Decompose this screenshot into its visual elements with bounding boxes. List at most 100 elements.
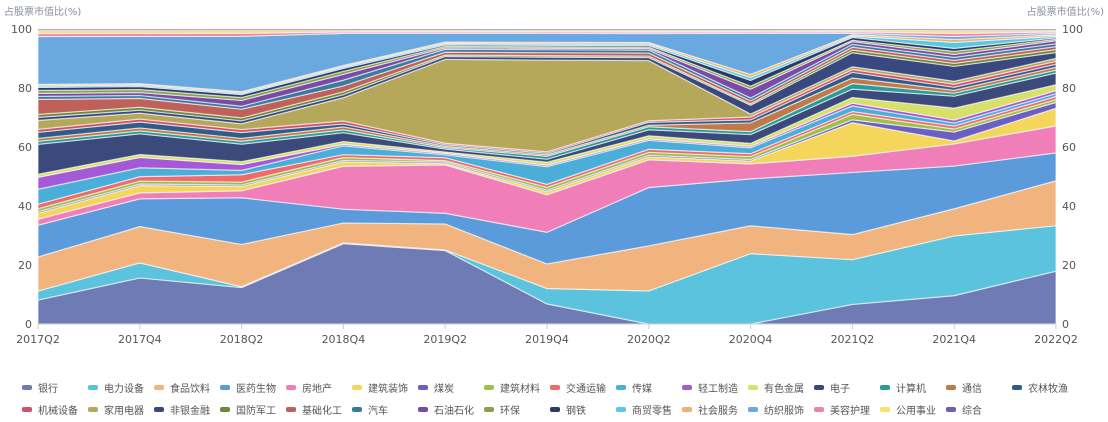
legend-row: 机械设备 家用电器 非银金融 国防军工 基础化工 汽车 石油石化 环保 钢铁 商贸零售 社会服务 纺织… [22, 398, 1092, 420]
legend-item[interactable]: 商贸零售 [616, 402, 682, 417]
legend-swatch [550, 406, 560, 412]
legend-swatch [814, 384, 824, 390]
legend-label: 煤炭 [434, 383, 454, 395]
legend-item[interactable]: 建筑材料 [484, 380, 550, 395]
legend-item[interactable]: 电子 [814, 380, 880, 395]
legend-label: 建筑装饰 [368, 383, 408, 395]
legend-label: 轻工制造 [698, 383, 738, 395]
legend-item[interactable]: 美容护理 [814, 402, 880, 417]
y-tick-label-left: 60 [18, 141, 32, 154]
legend-swatch [748, 384, 758, 390]
legend-swatch [220, 406, 230, 412]
legend-swatch [286, 406, 296, 412]
y-tick-label-right: 20 [1062, 259, 1076, 272]
legend-item[interactable]: 农林牧渔 [1012, 380, 1078, 395]
legend-swatch [286, 384, 296, 390]
x-tick-label: 2022Q2 [1034, 333, 1078, 346]
y-tick-label-left: 20 [18, 259, 32, 272]
legend-item[interactable]: 计算机 [880, 380, 946, 395]
y-tick-label-left: 0 [25, 318, 32, 331]
legend-item[interactable]: 公用事业 [880, 402, 946, 417]
legend-swatch [946, 384, 956, 390]
legend-item[interactable]: 基础化工 [286, 402, 352, 417]
y-tick-label-right: 0 [1062, 318, 1069, 331]
legend-swatch [1012, 384, 1022, 390]
legend-item[interactable]: 非银金融 [154, 402, 220, 417]
legend-label: 综合 [962, 405, 982, 417]
legend-swatch [616, 406, 626, 412]
legend-label: 钢铁 [566, 405, 586, 417]
legend-label: 机械设备 [38, 405, 78, 417]
legend-item[interactable]: 国防军工 [220, 402, 286, 417]
legend-item[interactable]: 银行 [22, 380, 88, 395]
legend-item[interactable]: 医药生物 [220, 380, 286, 395]
y-tick-label-right: 60 [1062, 141, 1076, 154]
legend-label: 国防军工 [236, 405, 276, 417]
legend-swatch [352, 384, 362, 390]
legend-item[interactable]: 传媒 [616, 380, 682, 395]
y-tick-label-right: 80 [1062, 82, 1076, 95]
legend-swatch [484, 384, 494, 390]
legend-swatch [88, 406, 98, 412]
legend-item[interactable]: 房地产 [286, 380, 352, 395]
legend-swatch [22, 406, 32, 412]
legend-item[interactable]: 机械设备 [22, 402, 88, 417]
legend-item[interactable]: 轻工制造 [682, 380, 748, 395]
legend-item[interactable]: 环保 [484, 402, 550, 417]
legend-item[interactable]: 汽车 [352, 402, 418, 417]
legend-item[interactable]: 社会服务 [682, 402, 748, 417]
y-tick-label-left: 100 [11, 23, 32, 36]
legend-label: 通信 [962, 383, 982, 395]
legend-item[interactable]: 钢铁 [550, 402, 616, 417]
legend-swatch [220, 384, 230, 390]
legend-label: 房地产 [302, 383, 332, 395]
legend-item[interactable]: 通信 [946, 380, 1012, 395]
y-tick-label-right: 100 [1062, 23, 1083, 36]
legend-label: 电力设备 [104, 383, 144, 395]
legend-swatch [154, 384, 164, 390]
legend-item[interactable]: 家用电器 [88, 402, 154, 417]
legend-swatch [352, 406, 362, 412]
legend-swatch [748, 406, 758, 412]
legend-label: 环保 [500, 405, 520, 417]
legend-swatch [418, 384, 428, 390]
legend-label: 银行 [38, 383, 58, 395]
x-tick-label: 2017Q2 [16, 333, 60, 346]
legend-label: 有色金属 [764, 383, 804, 395]
legend-swatch [88, 384, 98, 390]
legend-item[interactable]: 交通运输 [550, 380, 616, 395]
legend-item[interactable]: 石油石化 [418, 402, 484, 417]
x-tick-label: 2019Q2 [423, 333, 467, 346]
legend-label: 非银金融 [170, 405, 210, 417]
x-tick-label: 2017Q4 [118, 333, 162, 346]
legend-label: 纺织服饰 [764, 405, 804, 417]
x-tick-label: 2020Q4 [729, 333, 773, 346]
legend: 银行 电力设备 食品饮料 医药生物 房地产 建筑装饰 煤炭 建筑材料 交通运输 传媒 轻工制造 有色金… [22, 376, 1092, 420]
legend-item[interactable]: 纺织服饰 [748, 402, 814, 417]
legend-swatch [682, 406, 692, 412]
legend-label: 建筑材料 [500, 383, 540, 395]
legend-label: 传媒 [632, 383, 652, 395]
legend-row: 银行 电力设备 食品饮料 医药生物 房地产 建筑装饰 煤炭 建筑材料 交通运输 传媒 轻工制造 有色金… [22, 376, 1092, 398]
legend-label: 交通运输 [566, 383, 606, 395]
x-tick-label: 2021Q2 [831, 333, 875, 346]
legend-swatch [880, 384, 890, 390]
legend-label: 计算机 [896, 383, 926, 395]
legend-label: 石油石化 [434, 405, 474, 417]
legend-item[interactable]: 建筑装饰 [352, 380, 418, 395]
legend-swatch [550, 384, 560, 390]
legend-label: 汽车 [368, 405, 388, 417]
legend-item[interactable]: 综合 [946, 402, 1012, 417]
legend-swatch [484, 406, 494, 412]
legend-item[interactable]: 食品饮料 [154, 380, 220, 395]
y-tick-label-left: 40 [18, 200, 32, 213]
stacked-area-chart: 0 0 20 20 40 40 60 60 80 80 100 100 2017Q2 2017Q4 2018… [11, 23, 1083, 346]
y-axis-title-left: 占股票市值比(%) [4, 7, 82, 18]
legend-item[interactable]: 煤炭 [418, 380, 484, 395]
legend-label: 美容护理 [830, 405, 870, 417]
legend-item[interactable]: 电力设备 [88, 380, 154, 395]
legend-label: 基础化工 [302, 405, 342, 417]
legend-item[interactable]: 有色金属 [748, 380, 814, 395]
x-tick-label: 2018Q4 [322, 333, 366, 346]
x-tick-label: 2021Q4 [932, 333, 976, 346]
